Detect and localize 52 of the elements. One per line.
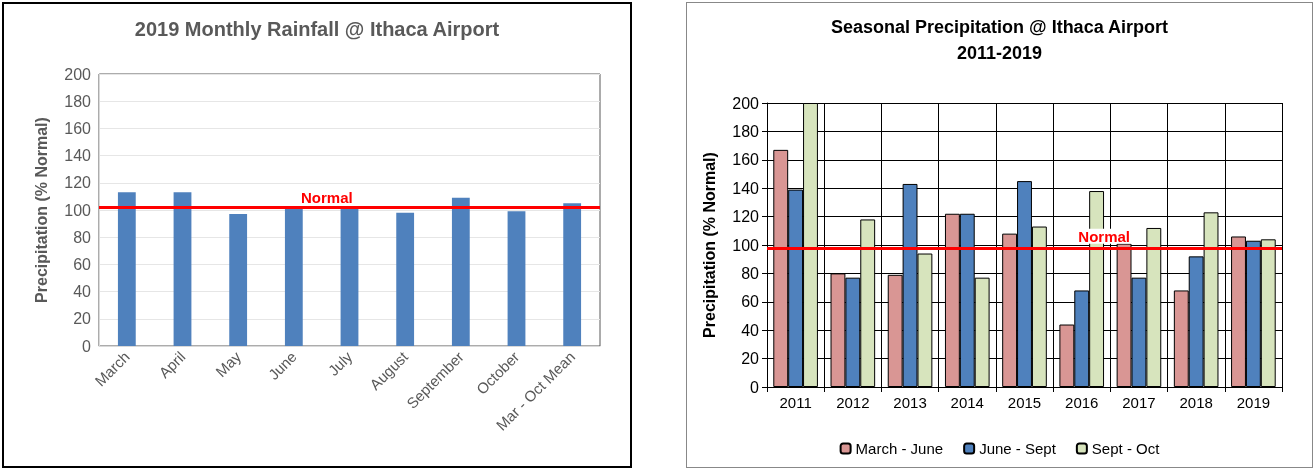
- y-tick-label: 20: [741, 350, 760, 368]
- y-tick-label: 140: [732, 179, 760, 197]
- y-tick-label: 200: [732, 94, 760, 112]
- y-tick-label: 0: [750, 378, 760, 396]
- y-tick-label: 120: [732, 208, 760, 226]
- x-tick-label: July: [324, 347, 356, 379]
- y-tick-label: 200: [64, 65, 92, 83]
- legend-label: June - Sept: [979, 440, 1057, 457]
- y-tick-label: 60: [741, 293, 760, 311]
- y-tick-label: 0: [82, 337, 92, 355]
- bar: [117, 192, 136, 346]
- x-tick-label: 2014: [950, 394, 984, 411]
- bar: [340, 207, 359, 346]
- x-tick-label: 2015: [1007, 394, 1042, 411]
- x-tick-label: 2013: [893, 394, 927, 411]
- y-tick-label: 40: [73, 283, 92, 301]
- legend-label: Sept - Oct: [1091, 440, 1161, 457]
- ref-line-label: Normal: [1078, 227, 1130, 245]
- bar: [507, 211, 526, 346]
- y-axis-title: Precipitation (% Normal): [32, 117, 50, 303]
- y-tick-label: 60: [73, 255, 92, 273]
- bar: [396, 212, 415, 346]
- y-tick-label: 180: [732, 122, 760, 140]
- bar: [173, 192, 192, 346]
- legend-label: March - June: [855, 440, 944, 457]
- y-tick-label: 180: [64, 92, 92, 110]
- y-axis-title: Precipitation (% Normal): [700, 152, 718, 338]
- y-tick-label: 40: [741, 321, 760, 339]
- y-tick-label: 160: [64, 119, 92, 137]
- bar: [229, 214, 248, 346]
- bar: [284, 207, 303, 346]
- y-tick-label: 80: [741, 264, 760, 282]
- x-tick-label: 2011: [779, 394, 812, 411]
- y-tick-label: 160: [732, 151, 760, 169]
- x-tick-label: 2016: [1065, 394, 1099, 411]
- chart-title: 2019 Monthly Rainfall @ Ithaca Airport: [134, 18, 500, 40]
- x-tick-label: 2017: [1122, 394, 1156, 411]
- x-tick-label: 2012: [836, 394, 870, 411]
- x-tick-label: 2018: [1179, 394, 1213, 411]
- chart-title: Seasonal Precipitation @ Ithaca Airport: [831, 17, 1168, 37]
- y-tick-label: 100: [64, 201, 92, 219]
- ref-line-label: Normal: [301, 189, 353, 207]
- y-tick-label: 20: [73, 310, 92, 328]
- y-tick-label: 120: [64, 174, 92, 192]
- x-tick-label: May: [212, 347, 245, 381]
- chart-subtitle: 2011-2019: [956, 43, 1043, 63]
- bar: [451, 197, 470, 346]
- y-tick-label: 140: [64, 147, 92, 165]
- y-tick-label: 80: [73, 228, 92, 246]
- x-tick-label: 2019: [1236, 394, 1271, 411]
- y-tick-label: 100: [732, 236, 760, 254]
- bar: [563, 203, 582, 346]
